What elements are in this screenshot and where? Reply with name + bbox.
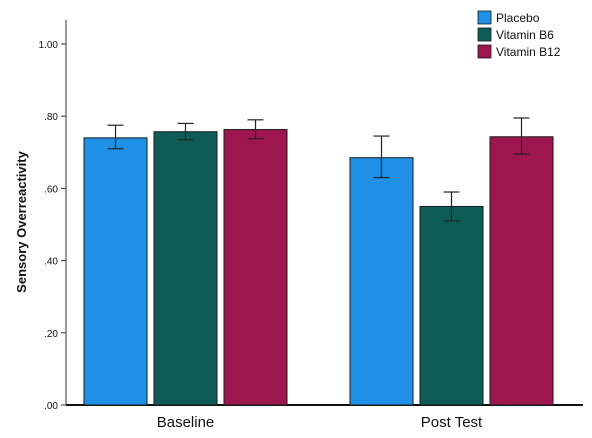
bar-vitamin-b12-post-test [489, 136, 554, 406]
error-bar [247, 119, 264, 140]
bar-vitamin-b12-baseline [223, 129, 288, 406]
legend-swatch [477, 27, 492, 42]
error-bar [513, 117, 530, 155]
legend-label: Vitamin B6 [496, 28, 554, 42]
legend-label: Placebo [496, 11, 540, 25]
bars [83, 129, 554, 406]
error-bar [107, 124, 124, 150]
error-bar [373, 135, 390, 179]
y-tick-label: .40 [44, 257, 58, 268]
legend-swatch [477, 44, 492, 59]
y-axis-label: Sensory Overreactivity [14, 150, 29, 292]
y-ticks: .00 .20 .40 .60 .80 1.00 [39, 40, 66, 412]
bar-placebo-baseline [83, 137, 148, 406]
error-bars [107, 117, 530, 222]
y-tick-label: 1.00 [39, 40, 59, 51]
error-bar [443, 191, 460, 222]
y-tick-label: .20 [44, 329, 58, 340]
category-label: Baseline [157, 414, 215, 431]
legend-label: Vitamin B12 [496, 45, 561, 59]
category-label: Post Test [421, 414, 483, 431]
y-tick-label: .60 [44, 184, 58, 195]
y-tick-label: .80 [44, 112, 58, 123]
bar-vitamin-b6-baseline [153, 131, 218, 406]
error-bar [177, 122, 194, 141]
legend-swatch [477, 10, 492, 25]
category-labels: Baseline Post Test [157, 414, 483, 431]
bar-vitamin-b6-post-test [419, 205, 484, 406]
legend: Placebo Vitamin B6 Vitamin B12 [477, 10, 561, 59]
bar-placebo-post-test [349, 157, 414, 406]
y-tick-label: .00 [44, 401, 58, 412]
